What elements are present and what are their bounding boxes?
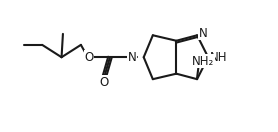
Text: O: O bbox=[100, 76, 109, 89]
Text: N: N bbox=[198, 27, 207, 40]
Text: NH: NH bbox=[210, 51, 227, 64]
Text: O: O bbox=[85, 51, 94, 64]
Text: N: N bbox=[128, 51, 136, 64]
Text: NH₂: NH₂ bbox=[192, 55, 214, 68]
